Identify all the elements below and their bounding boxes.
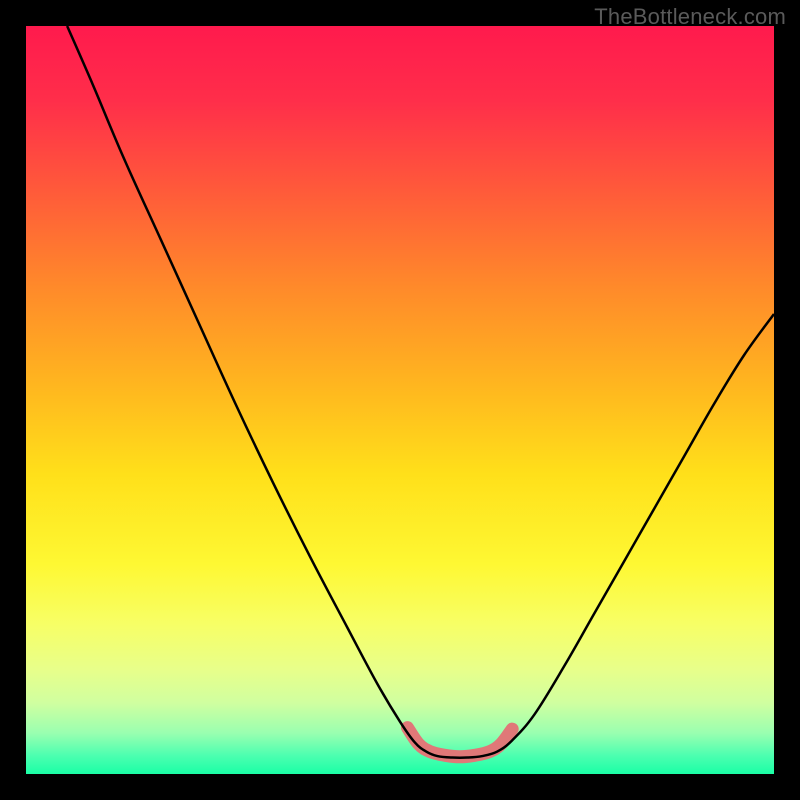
plot-background: [26, 26, 774, 774]
chart-svg: [0, 0, 800, 800]
chart-frame: TheBottleneck.com: [0, 0, 800, 800]
frame-border: [774, 0, 800, 800]
frame-border: [0, 0, 26, 800]
frame-border: [0, 774, 800, 800]
watermark-text: TheBottleneck.com: [594, 4, 786, 30]
